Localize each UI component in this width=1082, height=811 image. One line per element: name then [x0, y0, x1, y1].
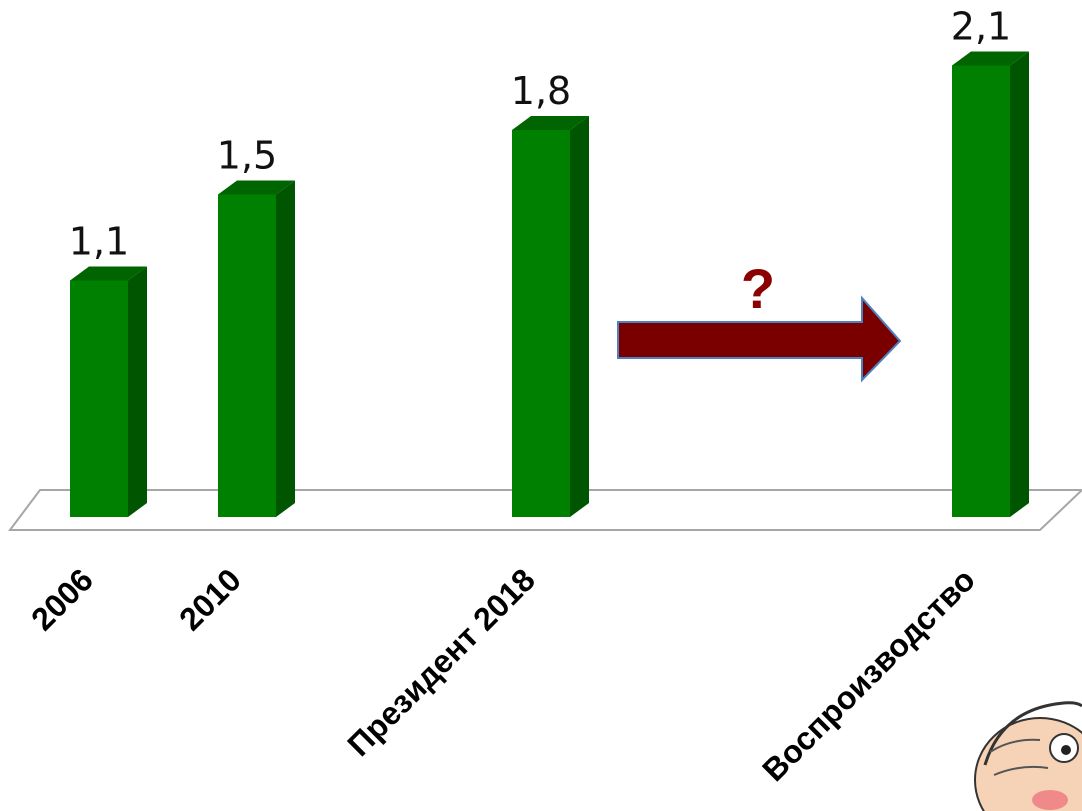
data-label: 2,1 — [951, 5, 1011, 49]
bar-front — [218, 194, 276, 517]
bar-3 — [512, 116, 589, 517]
data-label: 1,8 — [511, 69, 571, 113]
bar-top — [218, 180, 295, 195]
bar-front — [512, 130, 570, 517]
category-label: Воспроизводство — [755, 561, 982, 788]
bar-4 — [952, 51, 1029, 517]
annotation-arrow: ? — [617, 257, 902, 383]
bar-front — [952, 65, 1010, 517]
bar-top — [512, 116, 589, 130]
category-label: 2006 — [24, 561, 100, 637]
arrow-shape — [617, 295, 902, 383]
data-label: 1,5 — [217, 134, 277, 178]
category-label: 2010 — [172, 561, 248, 637]
bar-side — [276, 180, 295, 517]
bar-front — [70, 280, 128, 517]
bar-2 — [218, 180, 295, 517]
bars-layer — [70, 51, 1029, 517]
bar-side — [570, 116, 589, 517]
category-label: Президент 2018 — [340, 561, 542, 763]
bar-1 — [70, 266, 147, 517]
bar-top — [70, 266, 147, 281]
bar-side — [128, 266, 147, 517]
bar-top — [952, 51, 1029, 66]
arrow-question-mark: ? — [741, 257, 775, 320]
bar-side — [1010, 51, 1029, 517]
cartoon-character-image — [974, 701, 1082, 811]
data-label: 1,1 — [69, 220, 129, 264]
